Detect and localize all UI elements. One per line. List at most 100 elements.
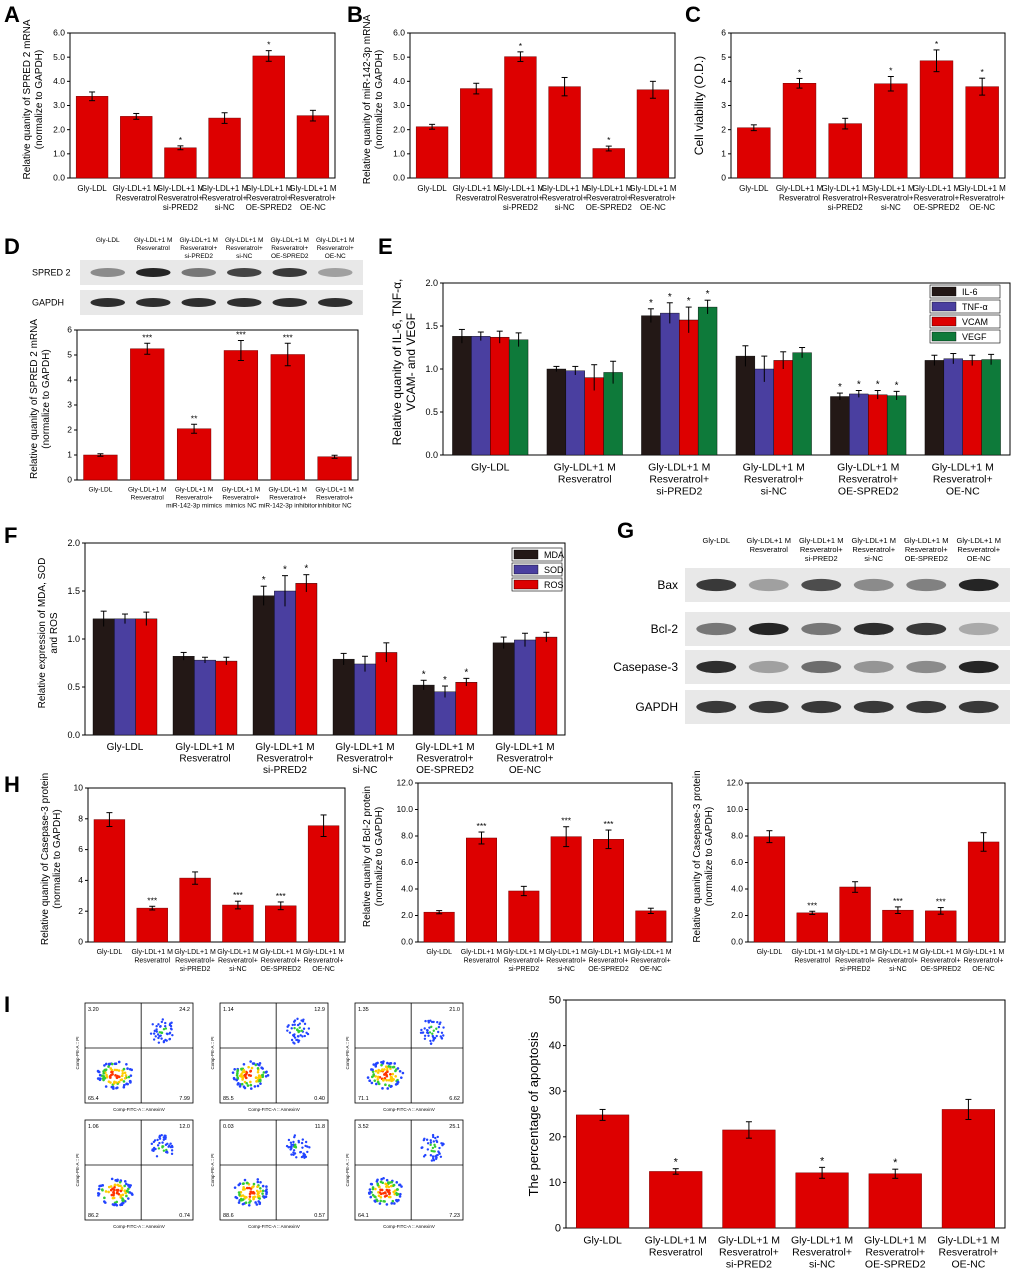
chart-a: 0.0 1.0 2.0 3.0 4.0 5.0 6.0 Relative quanity of… — [22, 19, 337, 212]
flow-event — [382, 1060, 385, 1063]
bar — [603, 372, 623, 456]
y-tick-label: 0.5 — [425, 407, 438, 417]
y-tick-label: 20 — [549, 1131, 561, 1143]
flow-event — [104, 1085, 108, 1088]
flow-event — [236, 1071, 239, 1075]
charts-layer: 0.0 1.0 2.0 3.0 4.0 5.0 6.0 Relative quanity of… — [22, 14, 1011, 1271]
flow-event — [125, 1182, 128, 1186]
flow-event — [98, 1073, 102, 1077]
flow-event — [429, 1139, 432, 1142]
flow-event — [164, 1136, 167, 1139]
flow-event — [118, 1075, 121, 1079]
flow-event — [261, 1067, 264, 1070]
blot-band — [135, 298, 171, 307]
flow-event — [119, 1078, 123, 1082]
y-tick-label: 0.0 — [53, 173, 65, 183]
bar — [504, 56, 537, 179]
flow-event — [391, 1065, 395, 1069]
y-tick-label: 1.0 — [393, 148, 405, 158]
flow-event — [301, 1146, 304, 1149]
flow-event — [249, 1069, 253, 1073]
legend-swatch — [513, 579, 539, 590]
flow-event — [296, 1023, 300, 1027]
flow-event — [238, 1193, 241, 1197]
significance-mark: *** — [142, 332, 153, 342]
flow-event — [420, 1028, 423, 1032]
bar — [460, 88, 493, 179]
flow-event — [306, 1150, 309, 1154]
flow-event — [374, 1064, 378, 1068]
quadrant-percentage: 7.99 — [179, 1096, 190, 1102]
category-label: si-PRED2 — [508, 966, 539, 973]
significance-mark: * — [262, 575, 266, 586]
flow-event — [434, 1155, 437, 1158]
blot-band — [853, 700, 894, 714]
y-tick-label: 10 — [549, 1177, 561, 1189]
category-label: Resveratrol — [179, 754, 230, 765]
category-label: Gly-LDL+1 M — [217, 949, 259, 956]
category-label: si-NC — [557, 966, 575, 973]
flow-event — [241, 1202, 245, 1206]
category-label: Gly-LDL+1 M — [113, 184, 161, 193]
flow-event — [431, 1133, 435, 1137]
flow-event — [247, 1065, 250, 1069]
flow-event — [426, 1148, 430, 1151]
y-axis-label: Relative quanity of miR-142-3p mRNA — [362, 14, 373, 184]
bar — [546, 368, 567, 456]
flow-event — [380, 1177, 383, 1181]
flow-event — [165, 1039, 168, 1042]
flow-event — [423, 1027, 426, 1030]
flow-event — [249, 1060, 252, 1063]
flow-event — [385, 1183, 389, 1187]
quadrant-percentage: 1.14 — [223, 1007, 234, 1013]
quadrant-percentage: 64.1 — [358, 1213, 369, 1219]
flow-event — [386, 1087, 390, 1090]
flow-event — [435, 1140, 439, 1144]
category-label: Gly-LDL+1 M — [718, 1235, 780, 1247]
flow-event — [159, 1025, 162, 1028]
flow-event — [257, 1200, 260, 1203]
flow-event — [424, 1019, 427, 1023]
flow-event — [374, 1069, 378, 1073]
flow-event — [381, 1181, 384, 1185]
flow-event — [241, 1070, 244, 1074]
category-label: Resveratrol+ — [589, 958, 629, 965]
category-label: si-NC — [229, 966, 247, 973]
flow-event — [113, 1068, 117, 1072]
blot-strip — [80, 290, 363, 315]
flow-event — [384, 1071, 388, 1075]
flow-x-label: Comp-FITC-A :: AnnexinV — [383, 1107, 435, 1112]
category-label: Gly-LDL+1 M — [834, 949, 876, 956]
lane-label: si-PRED2 — [805, 554, 838, 563]
lane-label: Resveratrol+ — [957, 545, 1000, 554]
category-label: Gly-LDL+1 M — [315, 487, 353, 494]
blot-row-label: Casepase-3 — [613, 660, 678, 674]
flow-event — [157, 1041, 161, 1044]
flow-event — [233, 1186, 237, 1189]
flow-y-label: Comp-PE-A :: PI — [345, 1153, 350, 1186]
flow-event — [99, 1077, 102, 1080]
flow-event — [128, 1079, 132, 1083]
flow-event — [385, 1078, 388, 1082]
category-label: Gly-LDL+1 M — [222, 487, 260, 494]
quadrant-percentage: 3.20 — [88, 1007, 99, 1013]
flow-event — [110, 1062, 114, 1066]
y-tick-label: 8 — [78, 813, 83, 823]
flow-event — [254, 1063, 258, 1067]
flow-event — [427, 1019, 430, 1023]
flow-event — [96, 1191, 100, 1195]
blot-band — [272, 268, 308, 277]
flow-y-label: Comp-PE-A :: PI — [75, 1036, 80, 1069]
flow-event — [373, 1079, 377, 1082]
category-label: si-NC — [889, 966, 907, 973]
flow-event — [258, 1197, 261, 1200]
flow-event — [162, 1040, 166, 1043]
flow-event — [240, 1067, 243, 1071]
y-axis-label: Relative quanity of Casepase-3 protein — [40, 773, 51, 945]
bar — [886, 395, 907, 456]
lane-label: Resveratrol+ — [180, 245, 217, 252]
bar — [274, 590, 296, 736]
flow-event — [380, 1063, 383, 1067]
flow-event — [300, 1155, 304, 1159]
y-tick-label: 1.0 — [53, 148, 65, 158]
